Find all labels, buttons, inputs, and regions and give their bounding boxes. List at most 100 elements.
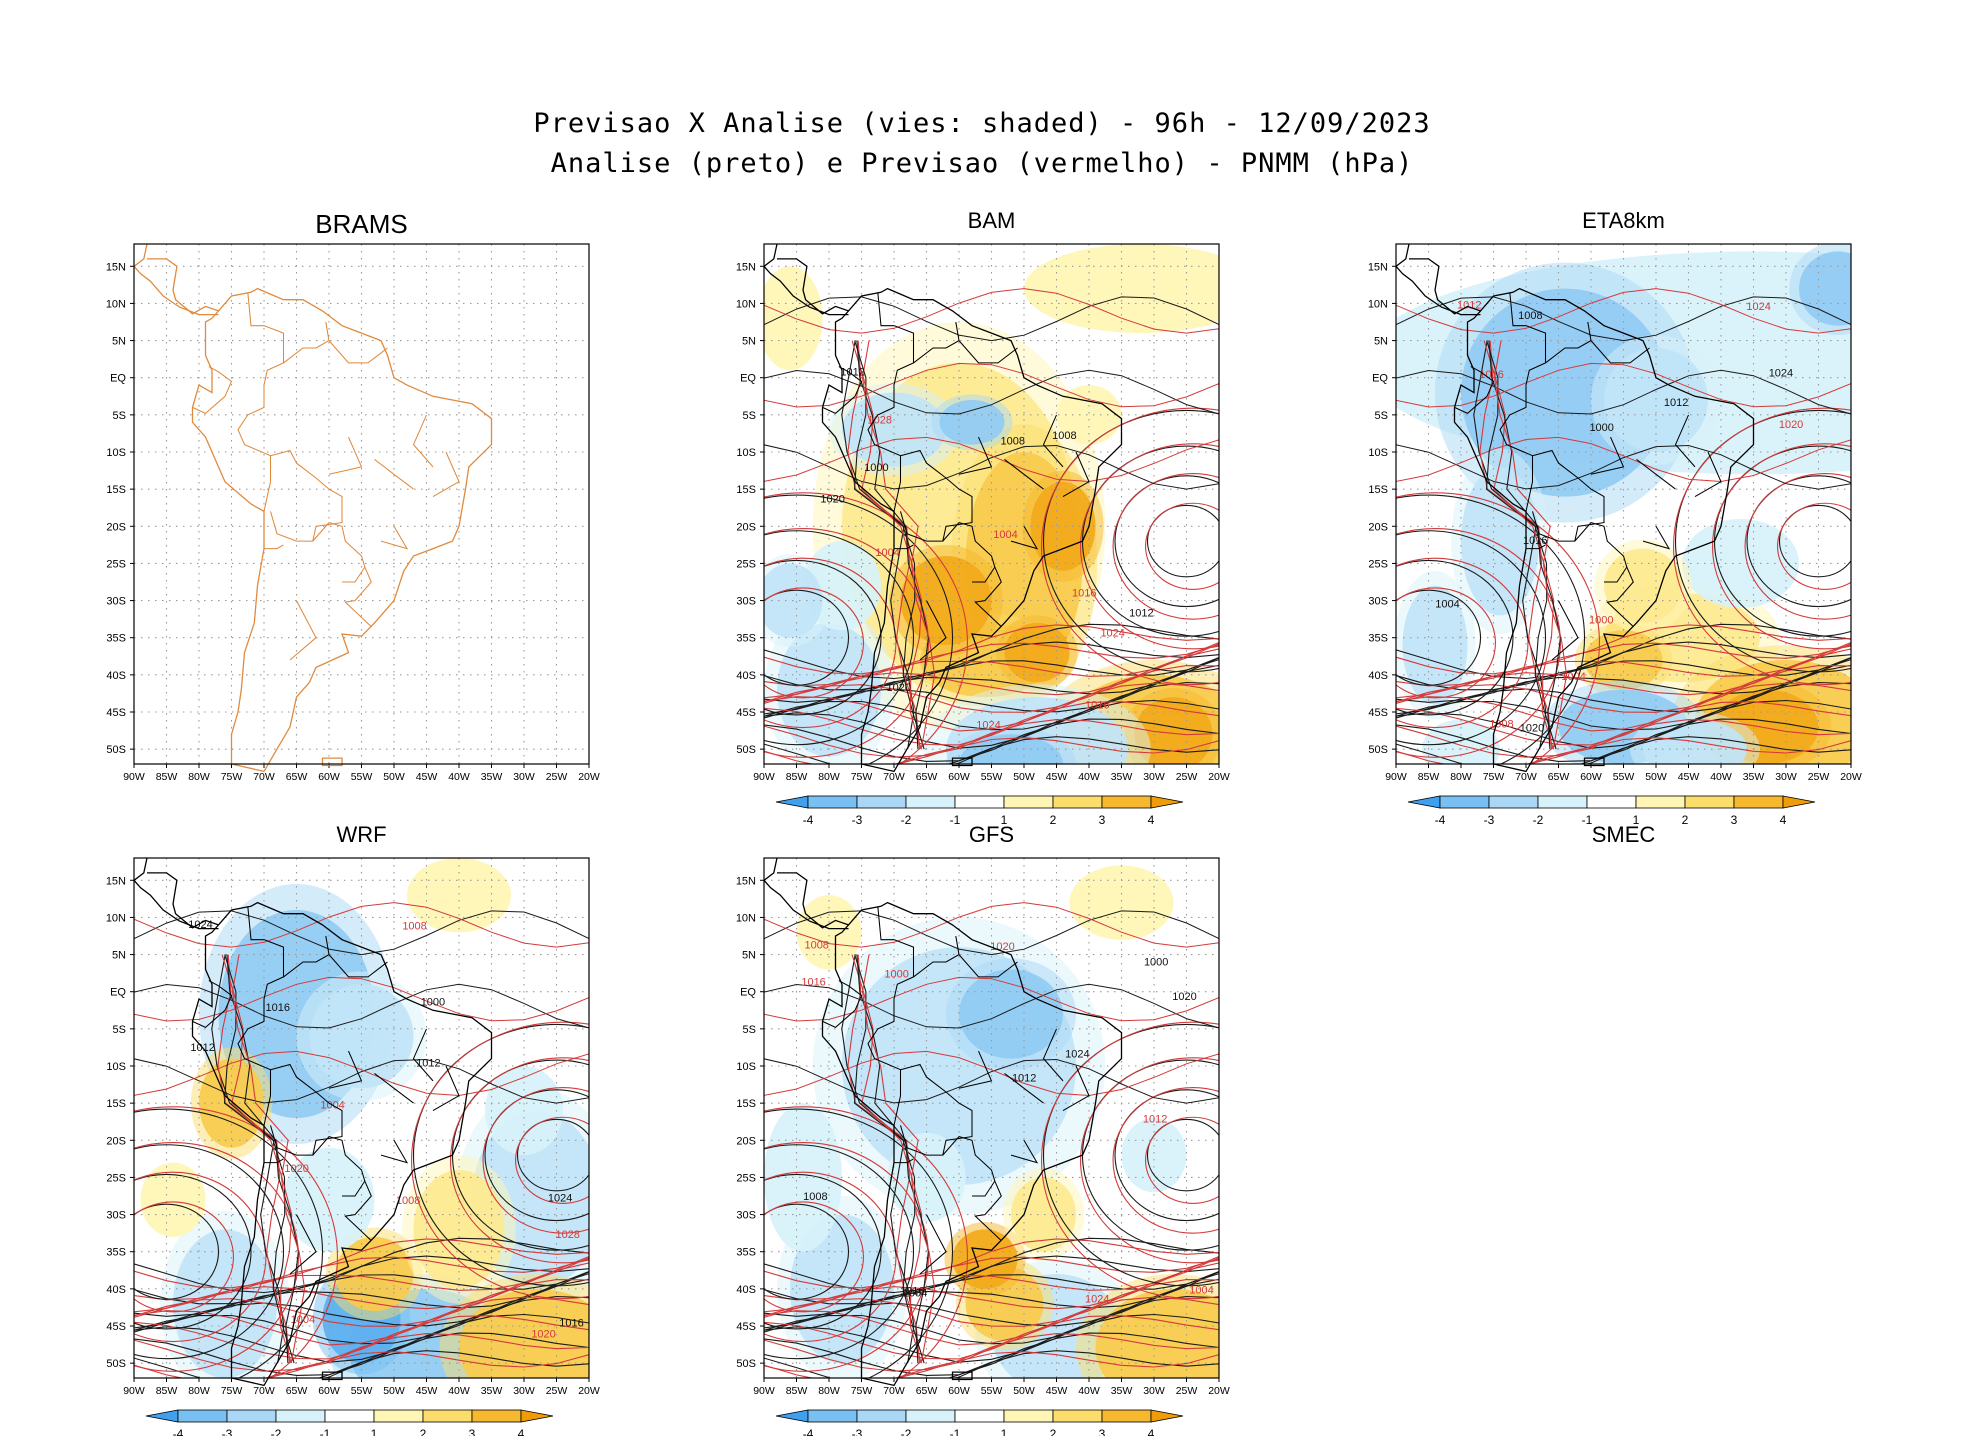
bias-area xyxy=(1056,385,1122,445)
lat-tick-label: 10S xyxy=(736,447,756,459)
contour-label: 1024 xyxy=(548,1192,572,1204)
colorbar-segment xyxy=(1488,795,1539,809)
lon-tick-label: 50W xyxy=(383,1385,405,1397)
lat-tick-label: EQ xyxy=(110,373,126,385)
colorbar-segment xyxy=(177,1409,228,1423)
colorbar-segment xyxy=(1150,795,1184,809)
contour-label: 1008 xyxy=(1489,718,1513,730)
contour-label: 1024 xyxy=(1100,628,1124,640)
contour-label: 1008 xyxy=(804,940,828,952)
lat-tick-label: 10S xyxy=(1368,447,1388,459)
lon-tick-label: 70W xyxy=(883,771,905,783)
lon-tick-label: 45W xyxy=(1678,771,1700,783)
lat-tick-label: 5N xyxy=(112,336,126,348)
lon-tick-label: 25W xyxy=(1176,1385,1198,1397)
colorbar-segment xyxy=(775,1409,809,1423)
colorbar-label: 1 xyxy=(1633,813,1640,827)
lon-tick-label: 40W xyxy=(1078,1385,1100,1397)
lon-tick-label: 80W xyxy=(188,1385,210,1397)
lon-tick-label: 25W xyxy=(546,771,568,783)
contour-label: 1004 xyxy=(1435,599,1459,611)
coastlines xyxy=(763,857,1123,1387)
lon-tick-label: 45W xyxy=(416,1385,438,1397)
contour-label: 1020 xyxy=(284,1163,308,1175)
lat-tick-label: EQ xyxy=(1372,373,1388,385)
lat-tick-label: 5N xyxy=(1374,336,1388,348)
colorbar-segment xyxy=(807,795,858,809)
lon-tick-label: 70W xyxy=(253,1385,275,1397)
lon-tick-label: 90W xyxy=(123,771,145,783)
map-panel-eta8km: 15N 10N 5N EQ 5S 10S 15S 20S 25S 30S 35S 40S 45S 50S 9… xyxy=(1368,243,1862,783)
contour-label: 1012 xyxy=(416,1058,440,1070)
colorbar-label: 4 xyxy=(1148,1427,1155,1436)
lon-tick-label: 45W xyxy=(1046,771,1068,783)
lon-tick-label: 85W xyxy=(1418,771,1440,783)
lat-tick-label: 10N xyxy=(106,298,126,310)
colorbar-segment xyxy=(1586,795,1637,809)
lat-tick-label: 5S xyxy=(113,1024,126,1036)
contour-label: 1000 xyxy=(421,996,445,1008)
lon-tick-label: 85W xyxy=(786,1385,808,1397)
contour-label: 1020 xyxy=(820,494,844,506)
lat-tick-label: 5S xyxy=(1375,410,1388,422)
lon-tick-label: 60W xyxy=(318,1385,340,1397)
colorbar-label: -1 xyxy=(950,1427,961,1436)
lon-tick-label: 50W xyxy=(1013,1385,1035,1397)
colorbar-segment xyxy=(1003,1409,1054,1423)
lat-tick-label: 50S xyxy=(106,1358,126,1370)
contour-label: 1004 xyxy=(1189,1284,1213,1296)
colorbar-label: -1 xyxy=(950,813,961,827)
contour-label: 1008 xyxy=(803,1191,827,1203)
colorbar-label: 3 xyxy=(1731,813,1738,827)
colorbar-segment xyxy=(275,1409,326,1423)
lon-tick-label: 90W xyxy=(753,1385,775,1397)
lat-tick-label: 50S xyxy=(736,744,756,756)
lon-tick-label: 45W xyxy=(1046,1385,1068,1397)
lon-tick-label: 65W xyxy=(916,771,938,783)
lat-tick-label: 5N xyxy=(112,950,126,962)
lat-tick-label: 10S xyxy=(106,447,126,459)
lat-tick-label: 35S xyxy=(736,1247,756,1259)
map-panel-brams: 15N 10N 5N EQ 5S 10S 15S 20S 25S 30S 35S 40S 45S 50S 9… xyxy=(106,243,600,783)
contour-label: 1000 xyxy=(1589,422,1613,434)
contour-label: 1004 xyxy=(903,1288,927,1300)
lat-tick-label: 10N xyxy=(106,912,126,924)
contour-label: 1024 xyxy=(976,720,1000,732)
colorbar-segment xyxy=(1003,795,1054,809)
lat-tick-label: 45S xyxy=(736,707,756,719)
lon-tick-label: 65W xyxy=(1548,771,1570,783)
lon-tick-label: 70W xyxy=(1515,771,1537,783)
colorbar-segment xyxy=(1101,795,1152,809)
lat-tick-label: 15S xyxy=(1368,484,1388,496)
lat-tick-label: 30S xyxy=(106,1210,126,1222)
lon-tick-label: 65W xyxy=(286,771,308,783)
contour-label: 1000 xyxy=(864,462,888,474)
colorbar-segment xyxy=(807,1409,858,1423)
coastlines xyxy=(133,243,493,773)
lat-tick-label: 45S xyxy=(106,707,126,719)
lon-tick-label: 75W xyxy=(1483,771,1505,783)
figure-title-line1: Previsao X Analise (vies: shaded) - 96h … xyxy=(533,108,1431,139)
contour-label: 1020 xyxy=(1520,722,1544,734)
lon-tick-label: 80W xyxy=(818,771,840,783)
panel-frame xyxy=(133,243,590,765)
contour-label: 1012 xyxy=(1664,397,1688,409)
lon-tick-label: 30W xyxy=(1143,771,1165,783)
lon-tick-label: 70W xyxy=(253,771,275,783)
colorbar-segment xyxy=(1407,795,1441,809)
lon-tick-label: 55W xyxy=(981,771,1003,783)
lon-tick-label: 55W xyxy=(351,771,373,783)
lat-tick-label: 15N xyxy=(106,875,126,887)
panel-title: WRF xyxy=(336,822,386,847)
bias-area xyxy=(796,895,862,970)
lon-tick-label: 20W xyxy=(578,1385,600,1397)
lat-tick-label: EQ xyxy=(110,987,126,999)
lat-tick-label: 5S xyxy=(743,410,756,422)
contour-label: 1020 xyxy=(990,941,1014,953)
panel-frame xyxy=(763,857,1220,1379)
contour-label: 1016 xyxy=(1479,369,1503,381)
colorbar-segment xyxy=(954,1409,1005,1423)
lat-tick-label: 15S xyxy=(106,1098,126,1110)
contour-label: 1016 xyxy=(559,1317,583,1329)
panel-frame xyxy=(763,243,1220,765)
